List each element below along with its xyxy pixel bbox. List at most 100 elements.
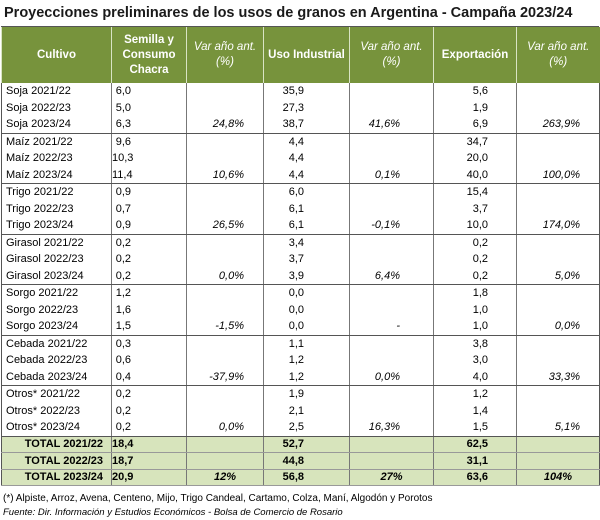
cell: 0,0% (186, 419, 264, 437)
cell (516, 150, 600, 167)
column-header: Var año ant. (%) (349, 27, 434, 83)
cell: 4,4 (263, 150, 350, 167)
cell: 4,4 (263, 133, 350, 150)
cell: 5,0% (516, 267, 600, 285)
cell: 6,1 (263, 217, 350, 235)
cell: 27,3 (263, 99, 350, 116)
row-label: Soja 2021/22 (1, 83, 112, 100)
cell: 0,0% (349, 368, 434, 386)
cell: 4,0 (433, 368, 517, 386)
table-row: Girasol 2023/24 0,2 0,0% 3,9 6,4% 0,2 5,0% (1, 267, 600, 285)
row-label: TOTAL 2023/24 (1, 469, 112, 486)
cell: 1,2 (433, 385, 517, 403)
cell: 0,2 (111, 402, 187, 419)
row-label: Sorgo 2023/24 (1, 318, 112, 336)
cell: 10,0 (433, 217, 517, 235)
cell: 52,7 (263, 436, 350, 453)
total-row: TOTAL 2022/23 18,7 44,8 31,1 (1, 452, 600, 470)
cell (186, 352, 264, 369)
cell (516, 99, 600, 116)
cell (516, 251, 600, 268)
cell: 6,4% (349, 267, 434, 285)
row-label: Maíz 2022/23 (1, 150, 112, 167)
cell (516, 200, 600, 217)
cell (186, 436, 264, 453)
cell: 6,3 (111, 116, 187, 134)
cell: 104% (516, 469, 600, 486)
cell (516, 133, 600, 150)
row-label: Otros* 2022/23 (1, 402, 112, 419)
cell: 10,3 (111, 150, 187, 167)
cell: - (349, 318, 434, 336)
header-row: Cultivo Semilla y Consumo Chacra Var año a… (1, 27, 600, 83)
cell: 40,0 (433, 166, 517, 184)
table-row: Sorgo 2023/24 1,5 -1,5% 0,0-1,0 0,0% (1, 318, 600, 336)
title: Proyecciones preliminares de los usos de… (1, 0, 599, 27)
row-label: Girasol 2021/22 (1, 234, 112, 251)
cell (516, 436, 600, 453)
cell: 100,0% (516, 166, 600, 184)
cell: 6,1 (263, 200, 350, 217)
total-row: TOTAL 2023/24 20,9 12% 56,8 27% 63,6 104% (1, 469, 600, 486)
cell (349, 99, 434, 116)
cell: 31,1 (433, 452, 517, 470)
cell (186, 301, 264, 318)
cell: 2,1 (263, 402, 350, 419)
cell (186, 284, 264, 302)
cell: 6,0 (111, 83, 187, 100)
table: Cultivo Semilla y Consumo Chacra Var año a… (1, 27, 600, 486)
table-row: Otros* 2021/22 0,2 1,9 1,2 (1, 385, 600, 403)
footnote: (*) Alpiste, Arroz, Avena, Centeno, Mijo… (3, 493, 433, 504)
cell: 18,4 (111, 436, 187, 453)
cell: 0,0 (263, 301, 350, 318)
table-row: Soja 2021/22 6,0 35,9 5,6 (1, 83, 600, 100)
cell: 0,0% (186, 267, 264, 285)
cell: 4,4 (263, 166, 350, 184)
row-label: Soja 2022/23 (1, 99, 112, 116)
cell (516, 83, 600, 100)
cell (349, 352, 434, 369)
row-label: Otros* 2023/24 (1, 419, 112, 437)
cell: 1,2 (111, 284, 187, 302)
cell: 27% (349, 469, 434, 486)
cell: 9,6 (111, 133, 187, 150)
cell: 1,0 (433, 301, 517, 318)
cell (186, 99, 264, 116)
cell (186, 402, 264, 419)
cell: 35,9 (263, 83, 350, 100)
cell (186, 385, 264, 403)
row-label: Girasol 2022/23 (1, 251, 112, 268)
table-row: Sorgo 2021/22 1,2 0,0 1,8 (1, 284, 600, 302)
cell (186, 133, 264, 150)
cell: 0,0 (263, 284, 350, 302)
cell (349, 284, 434, 302)
cell: 26,5% (186, 217, 264, 235)
table-body: Soja 2021/22 6,0 35,9 5,6 Soja 2022/23 5,0 27,… (1, 83, 600, 486)
cell (516, 402, 600, 419)
row-label: Maíz 2023/24 (1, 166, 112, 184)
cell: 24,8% (186, 116, 264, 134)
cell: 1,0 (433, 318, 517, 336)
cell: 0,2 (111, 234, 187, 251)
cell: 38,7 (263, 116, 350, 134)
cell: -0,1% (349, 217, 434, 235)
cell (186, 83, 264, 100)
cell: 63,6 (433, 469, 517, 486)
cell: 0,0 (263, 318, 350, 336)
row-label: Cebada 2022/23 (1, 352, 112, 369)
row-label: TOTAL 2021/22 (1, 436, 112, 453)
cell (516, 301, 600, 318)
cell: 0,1% (349, 166, 434, 184)
cell: 0,2 (433, 234, 517, 251)
cell: 16,3% (349, 419, 434, 437)
cell: 1,5 (433, 419, 517, 437)
row-label: Sorgo 2021/22 (1, 284, 112, 302)
cell: 3,7 (263, 251, 350, 268)
total-row: TOTAL 2021/22 18,4 52,7 62,5 (1, 436, 600, 453)
table-row: Cebada 2022/23 0,6 1,2 3,0 (1, 352, 600, 369)
table-row: Maíz 2022/23 10,3 4,4 20,0 (1, 150, 600, 167)
cell: 20,9 (111, 469, 187, 486)
cell: 1,9 (433, 99, 517, 116)
cell: 5,0 (111, 99, 187, 116)
